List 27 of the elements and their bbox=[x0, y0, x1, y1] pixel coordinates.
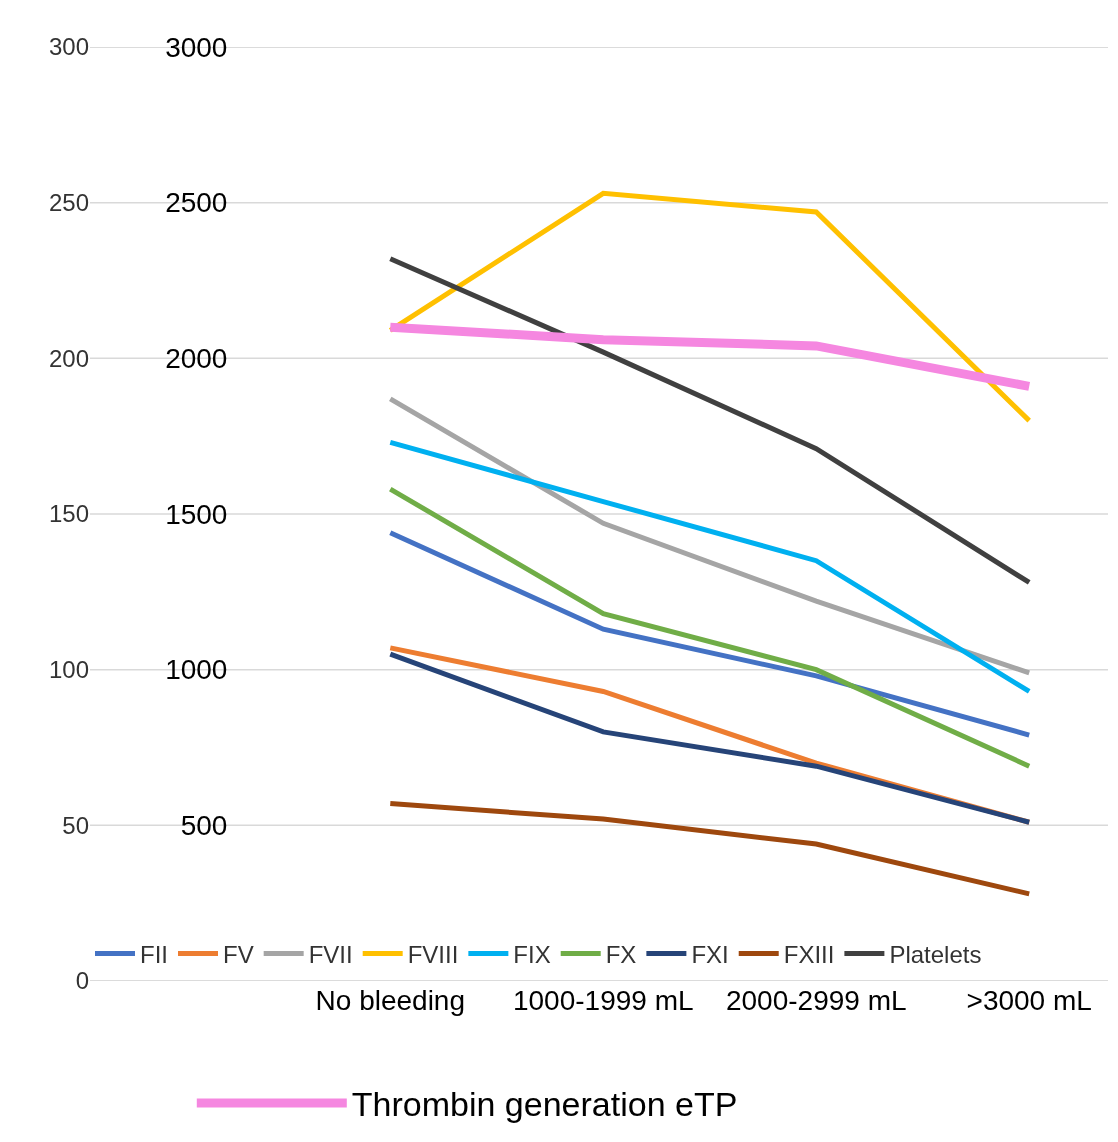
legend-label: FVIII bbox=[407, 940, 459, 968]
legend-label: FII bbox=[140, 940, 168, 968]
x-tick-label: >3000 mL bbox=[966, 985, 1092, 1016]
x-tick-label: No bleeding bbox=[315, 985, 466, 1016]
y2-tick-label: 2500 bbox=[165, 187, 228, 219]
legend-label: FIX bbox=[513, 940, 551, 968]
legend-label: FVII bbox=[308, 940, 353, 968]
x-tick-label: 1000-1999 mL bbox=[512, 985, 694, 1016]
x-tick-label: 2000-2999 mL bbox=[725, 985, 907, 1016]
y-tick-label: 0 bbox=[75, 967, 89, 995]
legend-label: Thrombin generation eTP bbox=[351, 1085, 738, 1124]
legend-label: FXI bbox=[691, 940, 729, 968]
y2-tick-label: 1500 bbox=[165, 498, 228, 530]
y2-tick-label: 500 bbox=[180, 810, 228, 842]
y-tick-label: 50 bbox=[62, 811, 89, 839]
y2-tick-label: 2000 bbox=[165, 343, 228, 375]
y2-tick-label: 1000 bbox=[165, 654, 228, 686]
y-tick-label: 100 bbox=[48, 656, 89, 684]
legend-label: FXIII bbox=[783, 940, 835, 968]
legend-label: FV bbox=[223, 940, 254, 968]
y-tick-label: 200 bbox=[48, 344, 89, 372]
y-tick-label: 300 bbox=[48, 33, 89, 61]
legend-label: Platelets bbox=[889, 940, 982, 968]
y2-tick-label: 3000 bbox=[165, 31, 228, 63]
legend-label: FX bbox=[605, 940, 637, 968]
y-tick-label: 250 bbox=[48, 189, 89, 217]
y-tick-label: 150 bbox=[48, 500, 89, 528]
